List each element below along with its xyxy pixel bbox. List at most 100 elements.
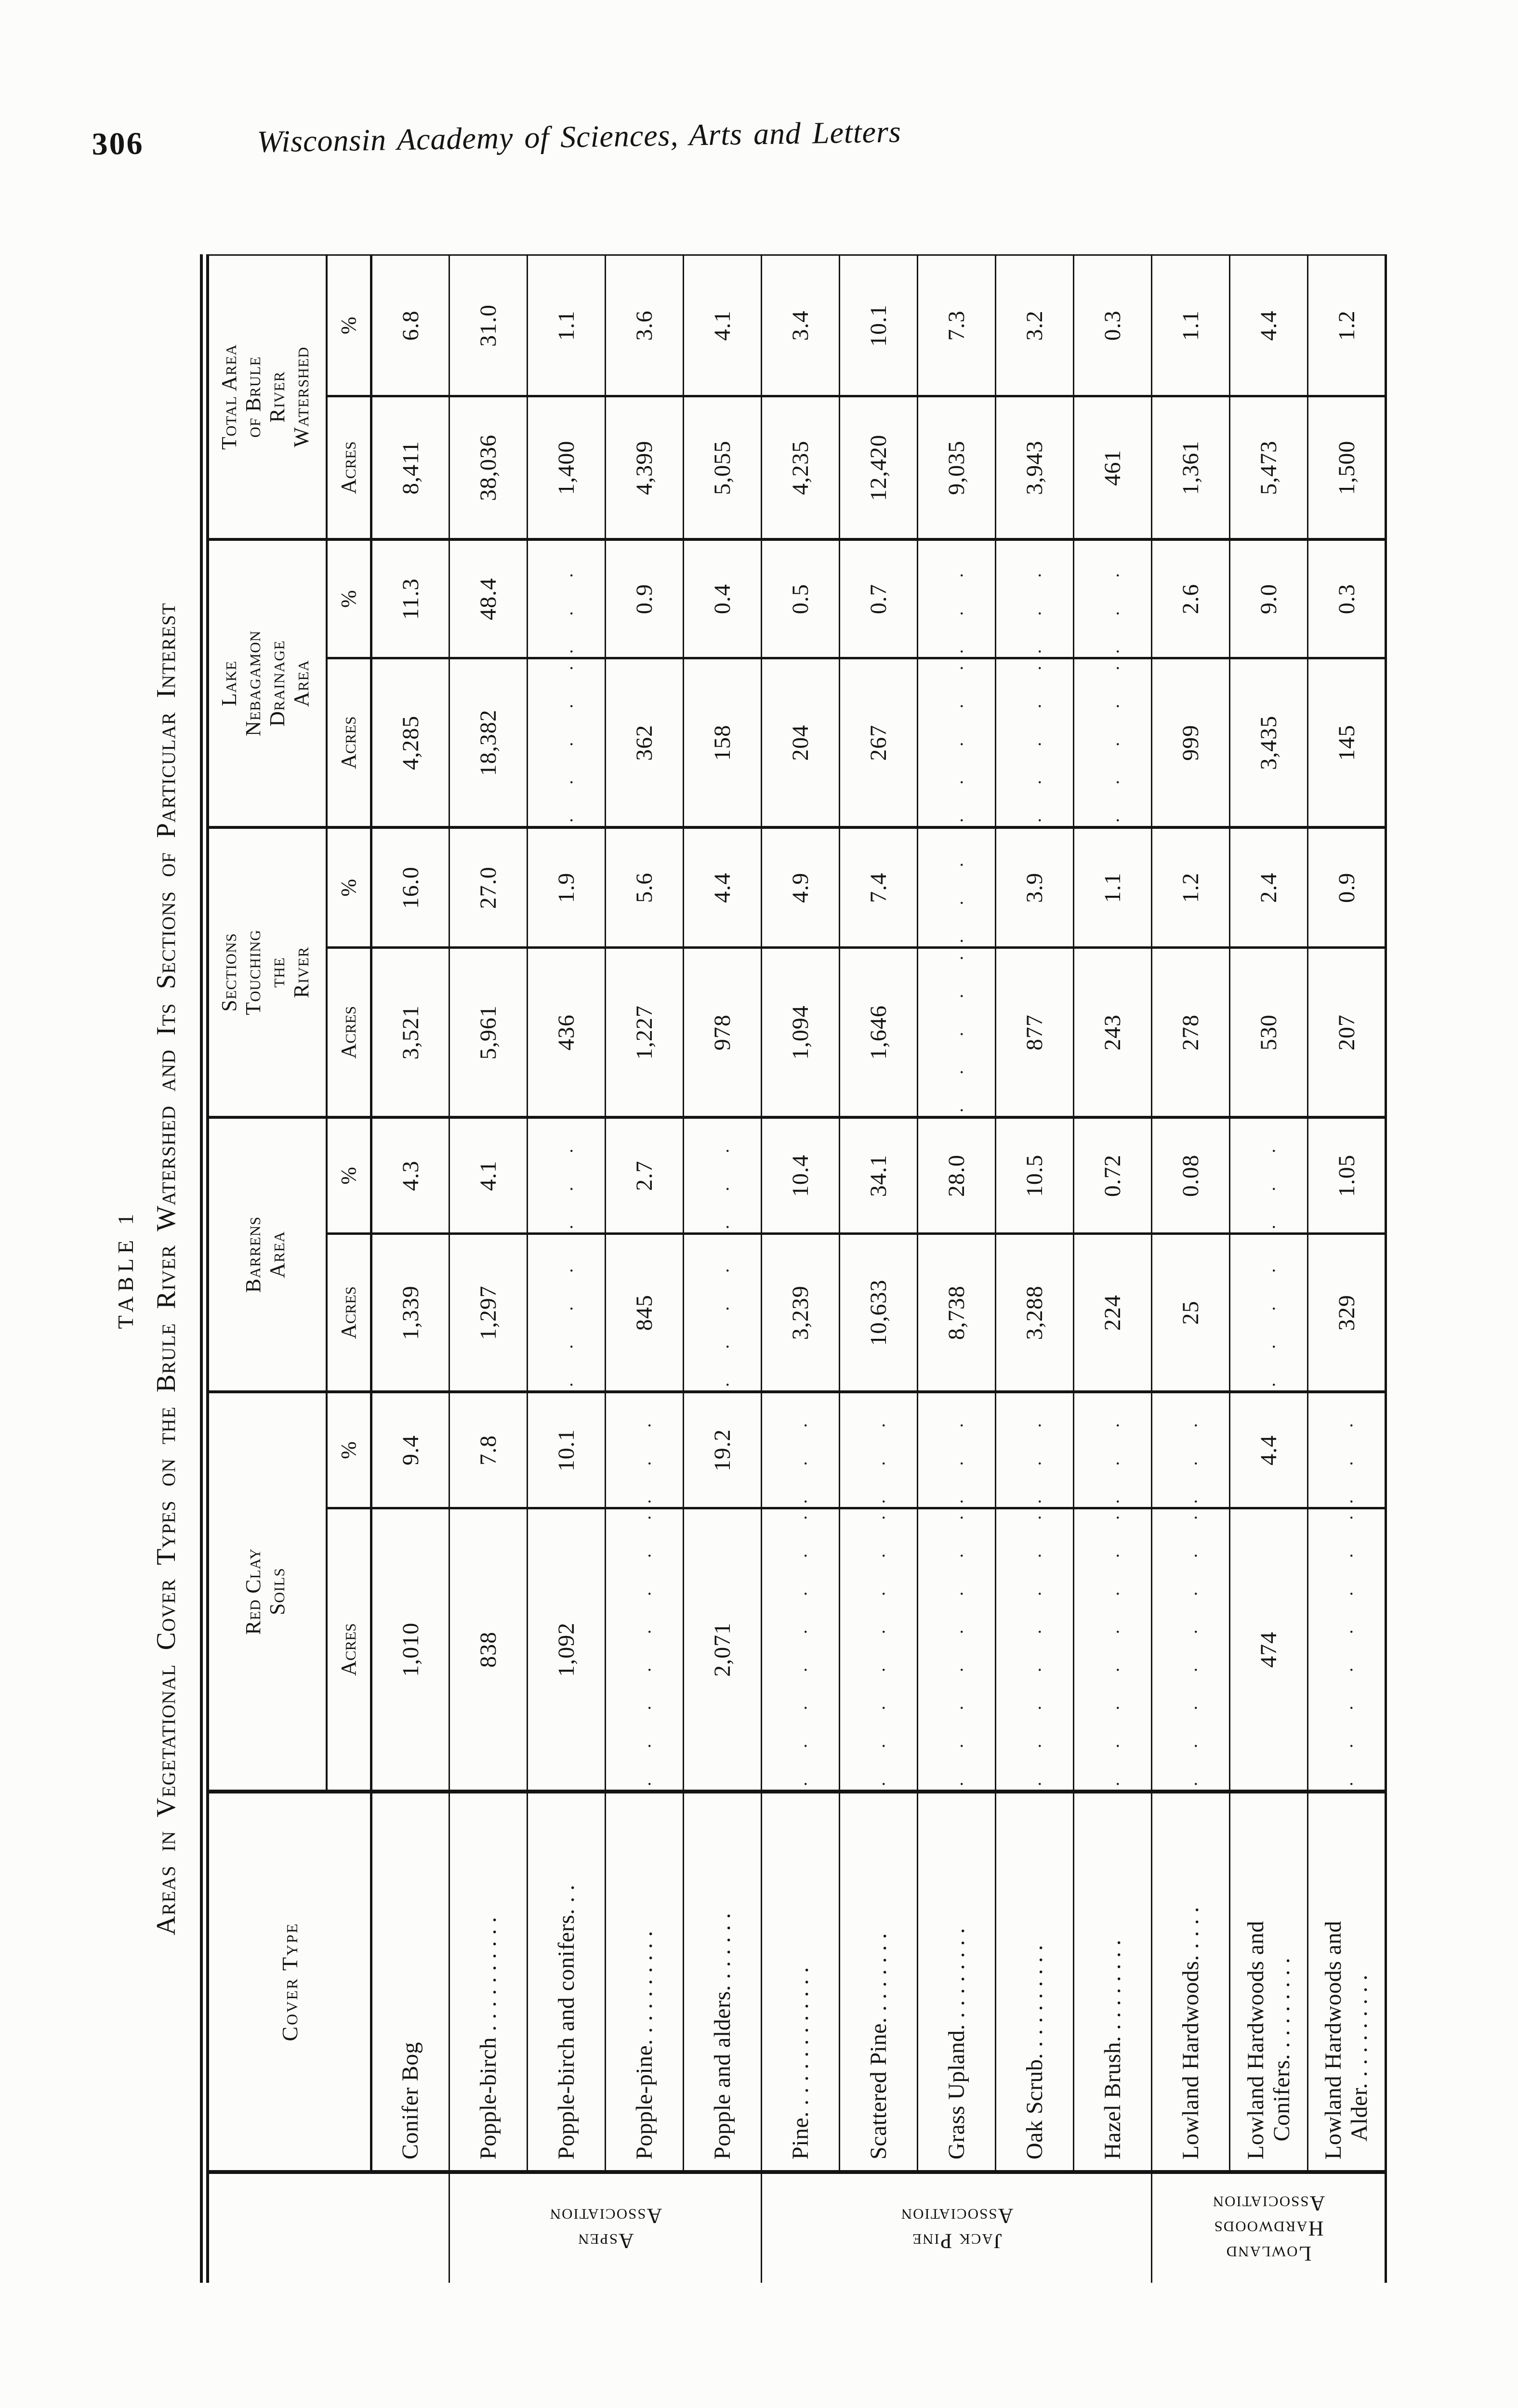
value-cell: 2.6 xyxy=(1151,539,1230,658)
table-row: Scattered Pine. . . . . . . . . . . . . … xyxy=(839,255,918,2283)
value-cell: 10.4 xyxy=(761,1117,840,1234)
empty-cell: . . . . . . . . . . . . . . . . . . . . … xyxy=(1229,1117,1308,1234)
empty-cell: . . . . . . . . . . . . . . . . . . . . … xyxy=(1229,1233,1308,1392)
value-cell: 18,382 xyxy=(449,658,528,827)
value-cell: 25 xyxy=(1151,1233,1230,1392)
value-cell: 4.4 xyxy=(1229,255,1308,396)
table-row: Popple-pine. . . . . . . . . . . . . . .… xyxy=(605,255,684,2283)
cover-type-label: Hazel Brush. . . . . . . . . xyxy=(1073,1792,1152,2172)
value-cell: 3.2 xyxy=(995,255,1074,396)
empty-cell: . . . . . . . . . . . . . . . . . . . . … xyxy=(917,947,996,1117)
value-cell: 1.2 xyxy=(1307,255,1386,396)
value-cell: 34.1 xyxy=(839,1117,918,1234)
pct-subheader: % xyxy=(326,539,371,658)
value-cell: 5.6 xyxy=(605,827,684,948)
empty-cell: . . . . . . . . . . . . . . . . . . . . … xyxy=(839,1391,918,1508)
acres-subheader: Acres xyxy=(326,1508,371,1792)
table-row: Grass Upland. . . . . . . . . . . . . . … xyxy=(917,255,996,2283)
value-cell: 7.8 xyxy=(449,1391,528,1508)
empty-cell: . . . . . . . . . . . . . . . . . . . . … xyxy=(1151,1391,1230,1508)
value-cell: 2.4 xyxy=(1229,827,1308,948)
empty-cell: . . . . . . . . . . . . . . . . . . . . … xyxy=(995,539,1074,658)
table-row: Jack Pine Association Pine. . . . . . . … xyxy=(761,255,1152,2283)
value-cell: 5,961 xyxy=(449,947,528,1117)
acres-subheader: Acres xyxy=(326,1233,371,1392)
value-cell: 0.3 xyxy=(1307,539,1386,658)
page-number: 306 xyxy=(92,126,145,162)
empty-cell: . . . . . . . . . . . . . . . . . . . . … xyxy=(527,658,606,827)
empty-cell: . . . . . . . . . . . . . . . . . . . . … xyxy=(1073,1508,1152,1792)
cover-type-label: Grass Upland. . . . . . . . . xyxy=(917,1792,996,2172)
value-cell: 1,339 xyxy=(371,1233,449,1392)
empty-cell: . . . . . . . . . . . . . . . . . . . . … xyxy=(527,539,606,658)
empty-cell: . . . . . . . . . . . . . . . . . . . . … xyxy=(1073,658,1152,827)
table-row: Popple and alders. . . . . . . 2,071 19.… xyxy=(683,255,762,2283)
value-cell: 3,435 xyxy=(1229,658,1308,827)
empty-cell: . . . . . . . . . . . . . . . . . . . . … xyxy=(761,1508,840,1792)
empty-cell: . . . . . . . . . . . . . . . . . . . . … xyxy=(839,1508,918,1792)
value-cell: 436 xyxy=(527,947,606,1117)
empty-cell: . . . . . . . . . . . . . . . . . . . . … xyxy=(1151,1508,1230,1792)
value-cell: 2.7 xyxy=(605,1117,684,1234)
association-group-cell: Jack Pine Association xyxy=(761,2172,1152,2283)
cover-type-header: Cover Type xyxy=(204,1792,371,2172)
value-cell: 1.05 xyxy=(1307,1117,1386,1234)
page-running-header: 306 Wisconsin Academy of Sciences, Arts … xyxy=(92,114,901,163)
rotated-table-block: TABLE 1 Areas in Vegetational Cover Type… xyxy=(106,254,1426,2283)
empty-cell: . . . . . . . . . . . . . . . . . . . . … xyxy=(605,1508,684,1792)
value-cell: 10.1 xyxy=(839,255,918,396)
group-title-red-clay: Red Clay Soils xyxy=(204,1391,327,1792)
empty-cell: . . . . . . . . . . . . . . . . . . . . … xyxy=(605,1391,684,1508)
cover-type-label: Oak Scrub. . . . . . . . . . xyxy=(995,1792,1074,2172)
value-cell: 3.4 xyxy=(761,255,840,396)
empty-cell: . . . . . . . . . . . . . . . . . . . . … xyxy=(917,1391,996,1508)
value-cell: 1.1 xyxy=(527,255,606,396)
acres-subheader: Acres xyxy=(326,947,371,1117)
value-cell: 877 xyxy=(995,947,1074,1117)
value-cell: 224 xyxy=(1073,1233,1152,1392)
value-cell: 4.4 xyxy=(1229,1391,1308,1508)
value-cell: 1.2 xyxy=(1151,827,1230,948)
value-cell: 7.3 xyxy=(917,255,996,396)
table-label: TABLE 1 xyxy=(113,1209,138,1329)
value-cell: 329 xyxy=(1307,1233,1386,1392)
value-cell: 145 xyxy=(1307,658,1386,827)
table-row: Lowland Hardwoods and Conifers. . . . . … xyxy=(1229,255,1308,2283)
value-cell: 0.9 xyxy=(605,539,684,658)
acres-subheader: Acres xyxy=(326,658,371,827)
value-cell: 4,399 xyxy=(605,396,684,539)
association-group-cell xyxy=(371,2172,449,2283)
cover-type-label: Lowland Hardwoods and Alder. . . . . . .… xyxy=(1307,1792,1386,2172)
pct-subheader: % xyxy=(326,1117,371,1234)
value-cell: 267 xyxy=(839,658,918,827)
pct-subheader: % xyxy=(326,827,371,948)
value-cell: 8,411 xyxy=(371,396,449,539)
table-row: Lowland Hardwoods and Alder. . . . . . .… xyxy=(1307,255,1386,2283)
association-label: Jack Pine Association xyxy=(900,2204,1013,2253)
value-cell: 1,500 xyxy=(1307,396,1386,539)
value-cell: 9,035 xyxy=(917,396,996,539)
value-cell: 1,400 xyxy=(527,396,606,539)
empty-cell: . . . . . . . . . . . . . . . . . . . . … xyxy=(917,658,996,827)
value-cell: 1,361 xyxy=(1151,396,1230,539)
value-cell: 10.5 xyxy=(995,1117,1074,1234)
value-cell: 1,010 xyxy=(371,1508,449,1792)
value-cell: 474 xyxy=(1229,1508,1308,1792)
value-cell: 2,071 xyxy=(683,1508,762,1792)
journal-running-title: Wisconsin Academy of Sciences, Arts and … xyxy=(256,114,902,159)
cover-type-label: Popple and alders. . . . . . . xyxy=(683,1792,762,2172)
value-cell: 1.1 xyxy=(1151,255,1230,396)
value-cell: 48.4 xyxy=(449,539,528,658)
value-cell: 978 xyxy=(683,947,762,1117)
empty-cell: . . . . . . . . . . . . . . . . . . . . … xyxy=(683,1117,762,1234)
value-cell: 11.3 xyxy=(371,539,449,658)
value-cell: 0.7 xyxy=(839,539,918,658)
value-cell: 4.1 xyxy=(449,1117,528,1234)
value-cell: 999 xyxy=(1151,658,1230,827)
cover-type-label: Popple-pine. . . . . . . . . . xyxy=(605,1792,684,2172)
empty-cell: . . . . . . . . . . . . . . . . . . . . … xyxy=(683,1233,762,1392)
value-cell: 8,738 xyxy=(917,1233,996,1392)
empty-cell: . . . . . . . . . . . . . . . . . . . . … xyxy=(761,1391,840,1508)
value-cell: 4.4 xyxy=(683,827,762,948)
value-cell: 3.9 xyxy=(995,827,1074,948)
